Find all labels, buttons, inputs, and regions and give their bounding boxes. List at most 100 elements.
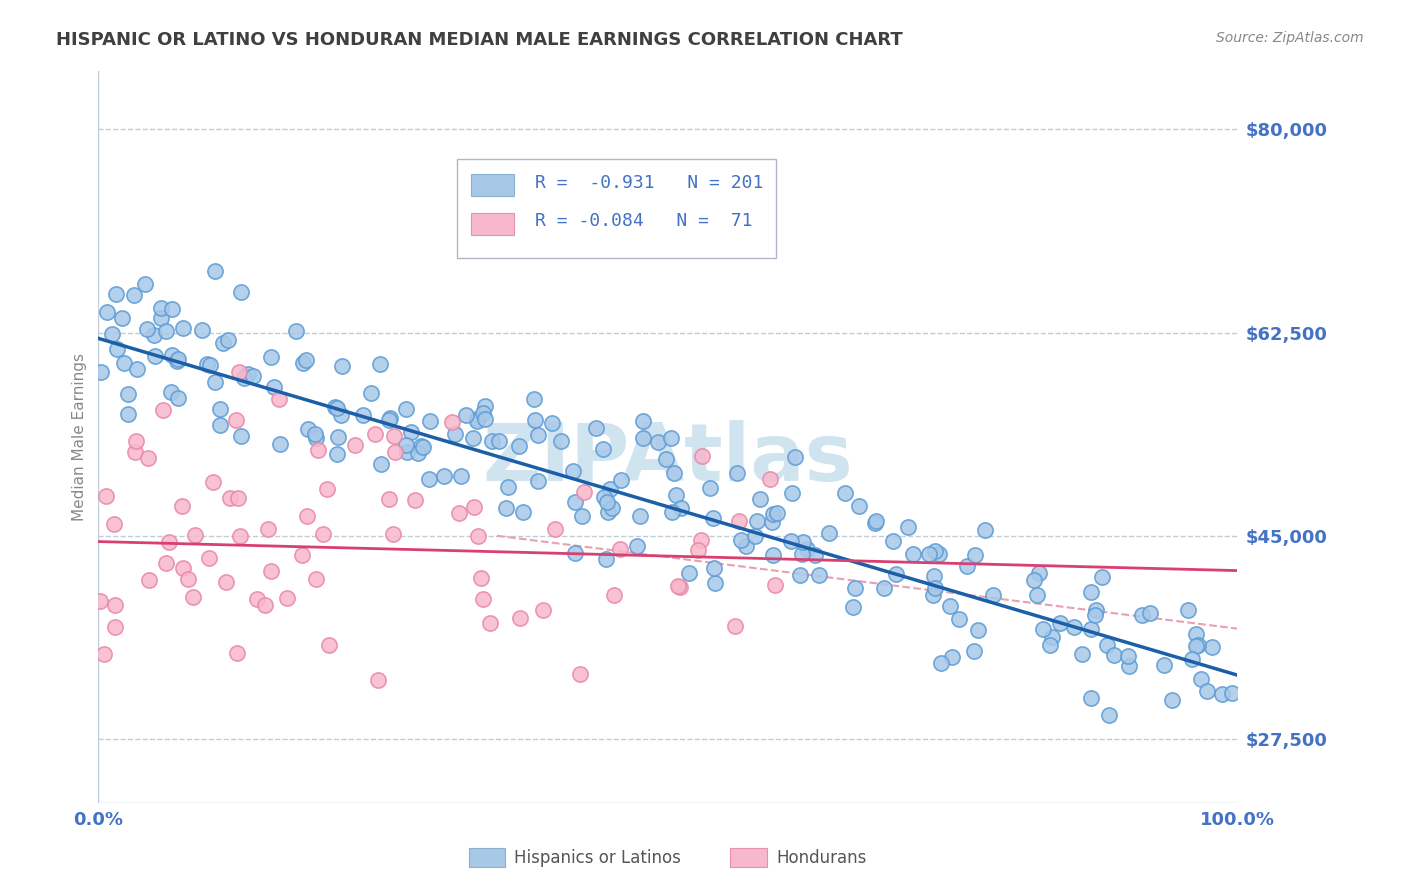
Point <box>596 495 619 509</box>
Point <box>495 501 517 516</box>
Point <box>1084 603 1107 617</box>
Point <box>1028 566 1050 581</box>
Point <box>344 438 367 452</box>
Point <box>631 431 654 445</box>
Point <box>1084 608 1107 623</box>
Point <box>1080 585 1102 599</box>
Point <box>1130 608 1153 623</box>
Point <box>1220 686 1243 700</box>
Point <box>96 305 118 319</box>
Point <box>664 467 686 481</box>
Point <box>195 357 218 371</box>
Point <box>1098 707 1121 722</box>
Point <box>974 523 997 537</box>
Point <box>659 431 682 445</box>
Point <box>808 567 831 582</box>
Point <box>326 401 349 415</box>
Point <box>315 483 337 497</box>
Point <box>1070 647 1092 661</box>
Point <box>229 429 252 443</box>
Point <box>626 539 648 553</box>
Point <box>412 440 434 454</box>
Y-axis label: Median Male Earnings: Median Male Earnings <box>72 353 87 521</box>
Point <box>364 426 387 441</box>
Point <box>541 417 564 431</box>
Point <box>90 365 112 379</box>
Point <box>1102 648 1125 662</box>
Point <box>166 351 188 366</box>
Point <box>631 414 654 428</box>
Point <box>571 509 593 524</box>
Point <box>564 546 586 560</box>
Point <box>610 473 633 487</box>
Point <box>481 434 503 449</box>
Point <box>465 414 488 428</box>
Point <box>419 414 441 428</box>
Point <box>496 479 519 493</box>
Point <box>523 392 546 406</box>
Point <box>444 427 467 442</box>
Point <box>527 474 550 488</box>
Point <box>897 520 920 534</box>
Point <box>219 491 242 505</box>
Point <box>780 485 803 500</box>
Point <box>367 673 389 687</box>
Point <box>724 618 747 632</box>
Point <box>922 588 945 602</box>
Point <box>143 327 166 342</box>
Point <box>454 408 477 422</box>
Point <box>260 565 283 579</box>
Point <box>470 571 492 585</box>
Point <box>599 482 621 496</box>
Point <box>690 450 713 464</box>
Text: R = -0.084   N =  71: R = -0.084 N = 71 <box>534 212 752 230</box>
Point <box>190 323 212 337</box>
Point <box>901 548 924 562</box>
Point <box>647 435 669 450</box>
Point <box>312 526 335 541</box>
Point <box>478 616 501 631</box>
Point <box>124 445 146 459</box>
Point <box>531 603 554 617</box>
Point <box>602 500 624 515</box>
Point <box>661 505 683 519</box>
Point <box>136 322 159 336</box>
Point <box>572 484 595 499</box>
Point <box>1160 693 1182 707</box>
Point <box>842 599 865 614</box>
Point <box>744 529 766 543</box>
Point <box>1032 622 1054 636</box>
Point <box>101 326 124 341</box>
Point <box>924 543 946 558</box>
FancyBboxPatch shape <box>468 848 505 867</box>
Point <box>409 439 432 453</box>
Point <box>155 556 177 570</box>
Point <box>592 442 614 456</box>
Point <box>384 444 406 458</box>
Point <box>882 534 904 549</box>
Point <box>305 432 328 446</box>
Point <box>463 500 485 514</box>
Point <box>472 406 495 420</box>
Point <box>326 430 349 444</box>
Point <box>211 335 233 350</box>
Point <box>564 495 586 509</box>
Point <box>228 365 250 379</box>
Point <box>204 375 226 389</box>
Point <box>834 486 856 500</box>
Point <box>242 368 264 383</box>
Point <box>440 415 463 429</box>
Point <box>762 548 785 562</box>
Point <box>1039 638 1062 652</box>
Point <box>200 359 222 373</box>
Point <box>318 638 340 652</box>
Point <box>848 499 870 513</box>
Point <box>138 574 160 588</box>
Point <box>125 434 148 448</box>
Point <box>467 412 489 426</box>
Point <box>728 514 751 528</box>
Point <box>488 434 510 448</box>
Point <box>291 548 314 562</box>
Point <box>938 599 960 614</box>
Point <box>1118 658 1140 673</box>
